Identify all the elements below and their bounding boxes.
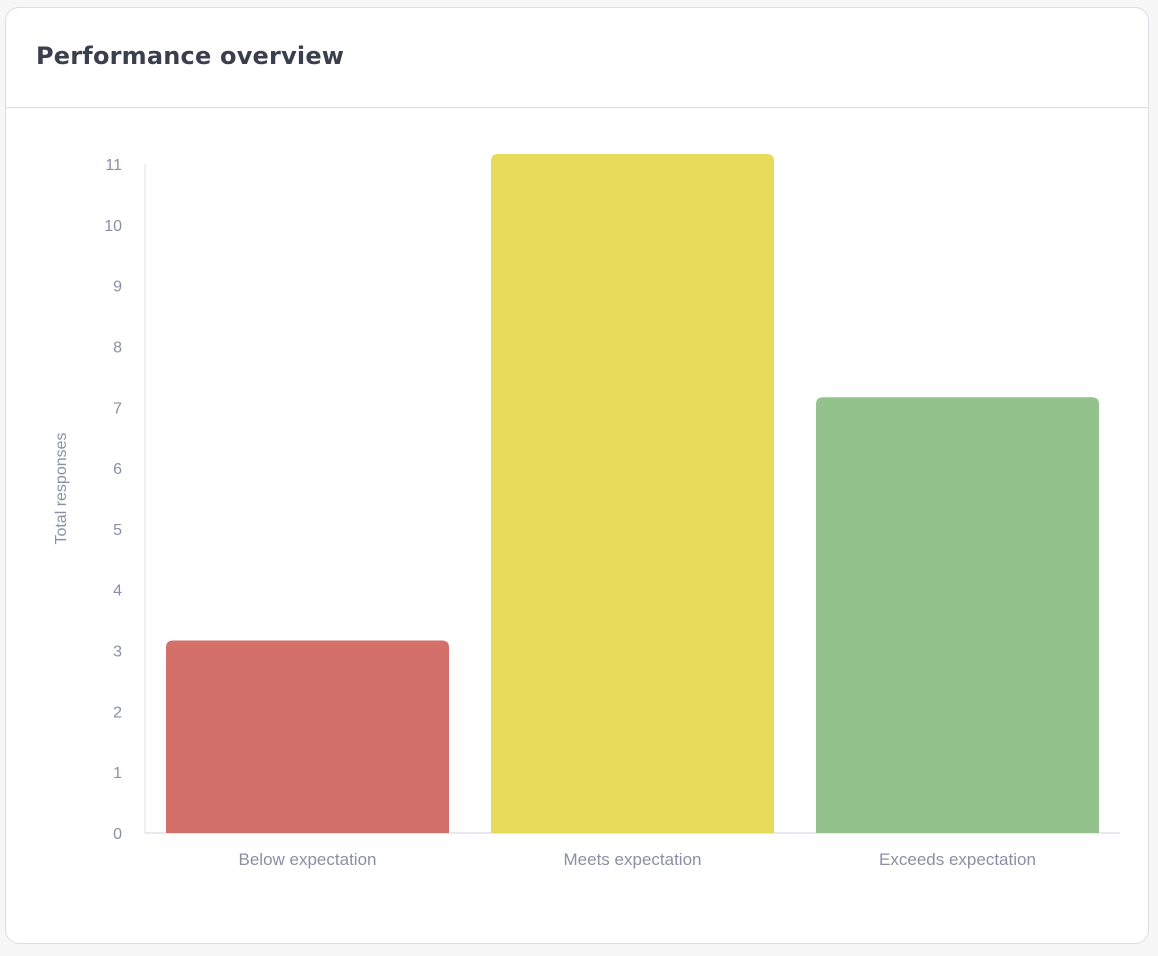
x-tick-label: Below expectation [239,850,377,869]
y-tick-label: 9 [113,279,122,296]
y-tick-label: 2 [113,704,122,721]
y-tick-label: 11 [105,157,122,174]
y-tick-label: 6 [113,461,122,478]
y-tick-label: 4 [113,583,122,600]
x-tick-label: Exceeds expectation [879,850,1036,869]
card-header: Performance overview [6,8,1148,108]
bar-meets-expectation[interactable] [491,154,774,833]
bar-exceeds-expectation[interactable] [816,397,1099,833]
y-axis-label: Total responses [53,432,70,544]
y-tick-label: 7 [113,400,122,417]
y-tick-label: 5 [113,522,122,539]
bar-chart: 0 1 2 3 4 5 6 7 8 9 10 11 Below expectation Meets ex… [53,154,1120,869]
bar-below-expectation[interactable] [166,640,449,833]
y-tick-label: 8 [113,339,122,356]
chart-area: 0 1 2 3 4 5 6 7 8 9 10 11 Below expectation Meets ex… [6,108,1148,943]
y-tick-label: 3 [113,644,122,661]
y-tick-label: 1 [113,765,122,782]
card-title: Performance overview [36,42,345,70]
x-tick-label: Meets expectation [564,850,702,869]
y-tick-label: 0 [113,826,122,843]
performance-overview-card: Performance overview 0 1 2 3 4 5 6 7 8 9 10 11 Belo… [5,7,1149,944]
y-tick-label: 10 [104,218,122,235]
